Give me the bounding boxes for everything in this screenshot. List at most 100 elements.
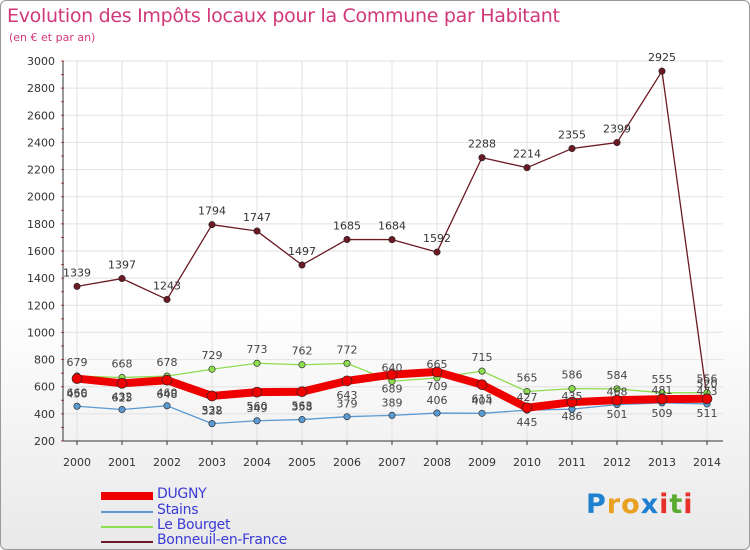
data-label-le-bourget: 586 [562,369,583,382]
data-label-bonneuil-en-france: 1592 [423,232,451,245]
data-point-stains [388,411,396,419]
data-point-bonneuil-en-france [298,261,306,269]
data-point-bonneuil-en-france [163,295,171,303]
data-point-dugny [386,369,398,380]
data-label-stains: 468 [607,386,628,399]
data-label-le-bourget: 773 [247,343,268,356]
data-point-le-bourget [613,385,621,393]
data-point-le-bourget [523,387,531,395]
data-point-stains [73,402,81,410]
data-point-le-bourget [343,359,351,367]
x-tick-label: 2007 [378,456,406,469]
data-label-le-bourget: 555 [652,373,673,386]
y-tick-label: 1200 [27,299,55,312]
data-label-le-bourget: 584 [607,369,628,382]
data-label-dugny: 563 [292,400,313,413]
legend-swatch-le-bourget [101,526,153,528]
data-point-bonneuil-en-france [523,164,531,172]
x-tick-label: 2005 [288,456,316,469]
series-dugny [71,366,713,414]
data-point-bonneuil-en-france [388,236,396,244]
data-label-dugny: 689 [382,383,403,396]
y-tick-label: 2800 [27,82,55,95]
data-point-bonneuil-en-france [658,67,666,75]
legend-label-dugny: DUGNY [157,486,207,502]
grid [63,60,723,442]
legend-label-stains: Stains [157,502,199,518]
legend-swatch-dugny [101,492,153,500]
data-label-stains: 349 [247,402,268,415]
series-bonneuil-en-france [73,67,711,402]
data-label-stains: 432 [112,391,133,404]
data-point-stains [163,402,171,410]
x-tick-label: 2008 [423,456,451,469]
legend-swatch-bonneuil [101,541,153,543]
data-point-stains [343,413,351,421]
x-tick-label: 2004 [243,456,271,469]
data-label-le-bourget: 679 [67,356,88,369]
y-tick-label: 200 [34,435,55,448]
data-point-bonneuil-en-france [73,282,81,290]
data-label-dugny: 660 [67,387,88,400]
data-label-bonneuil-en-france: 2399 [603,123,631,136]
data-label-bonneuil-en-france: 1747 [243,211,271,224]
data-point-dugny [611,394,623,406]
y-tick-label: 800 [34,354,55,367]
data-label-le-bourget: 772 [337,343,358,356]
x-tick-label: 2003 [198,456,226,469]
x-tick-label: 2012 [603,456,631,469]
data-point-le-bourget [253,359,261,367]
data-point-dugny [71,373,83,384]
series-group [71,67,713,428]
data-label-le-bourget: 762 [292,345,313,358]
data-label-stains: 404 [472,394,493,407]
y-tick-label: 600 [34,381,55,394]
y-tick-label: 2400 [27,136,55,149]
data-label-dugny: 501 [607,408,628,421]
data-point-stains [208,420,216,428]
data-point-bonneuil-en-france [568,145,576,153]
data-label-dugny: 532 [202,404,223,417]
data-labels: 1339 1397 1243 1794 1747 1497 1685 1684 1592 2288… [63,51,718,429]
data-label-stains: 358 [292,401,313,414]
data-point-dugny [341,375,353,387]
data-point-dugny [161,374,173,386]
x-tick-label: 2014 [693,456,721,469]
data-label-stains: 473 [697,385,718,398]
data-label-dugny: 643 [337,389,358,402]
proxiti-logo: Proxiti [586,489,694,520]
chart-title: Evolution des Impôts locaux pour la Comm… [7,5,560,27]
data-label-le-bourget: 668 [112,357,133,370]
x-tick-label: 2013 [648,456,676,469]
x-tick-label: 2000 [63,456,91,469]
data-label-stains: 460 [157,387,178,400]
data-label-stains: 481 [652,384,673,397]
y-tick-label: 400 [34,408,55,421]
y-tick-label: 1600 [27,245,55,258]
data-label-bonneuil-en-france: 2355 [558,129,586,142]
data-label-le-bourget: 715 [472,351,493,364]
data-label-stains: 435 [562,390,583,403]
chart-subtitle: (en € et par an) [9,31,96,44]
data-point-bonneuil-en-france [613,139,621,147]
x-tick-label: 2002 [153,456,181,469]
data-label-le-bourget: 665 [427,358,448,371]
data-point-stains [253,417,261,425]
data-point-dugny [206,390,218,402]
data-label-dugny: 445 [517,416,538,429]
data-point-bonneuil-en-france [118,275,126,283]
data-point-dugny [116,378,128,389]
data-label-bonneuil-en-france: 1684 [378,220,406,233]
data-point-le-bourget [568,385,576,393]
data-label-stains: 406 [427,394,448,407]
legend-label-bonneuil: Bonneuil-en-France [157,532,287,548]
data-label-dugny: 511 [697,407,718,420]
data-label-dugny: 509 [652,407,673,420]
data-point-bonneuil-en-france [208,221,216,229]
data-point-dugny [521,402,533,414]
data-point-dugny [251,386,263,398]
data-point-stains [298,416,306,424]
data-label-bonneuil-en-france: 1794 [198,205,226,218]
data-label-bonneuil-en-france: 1339 [63,266,91,279]
